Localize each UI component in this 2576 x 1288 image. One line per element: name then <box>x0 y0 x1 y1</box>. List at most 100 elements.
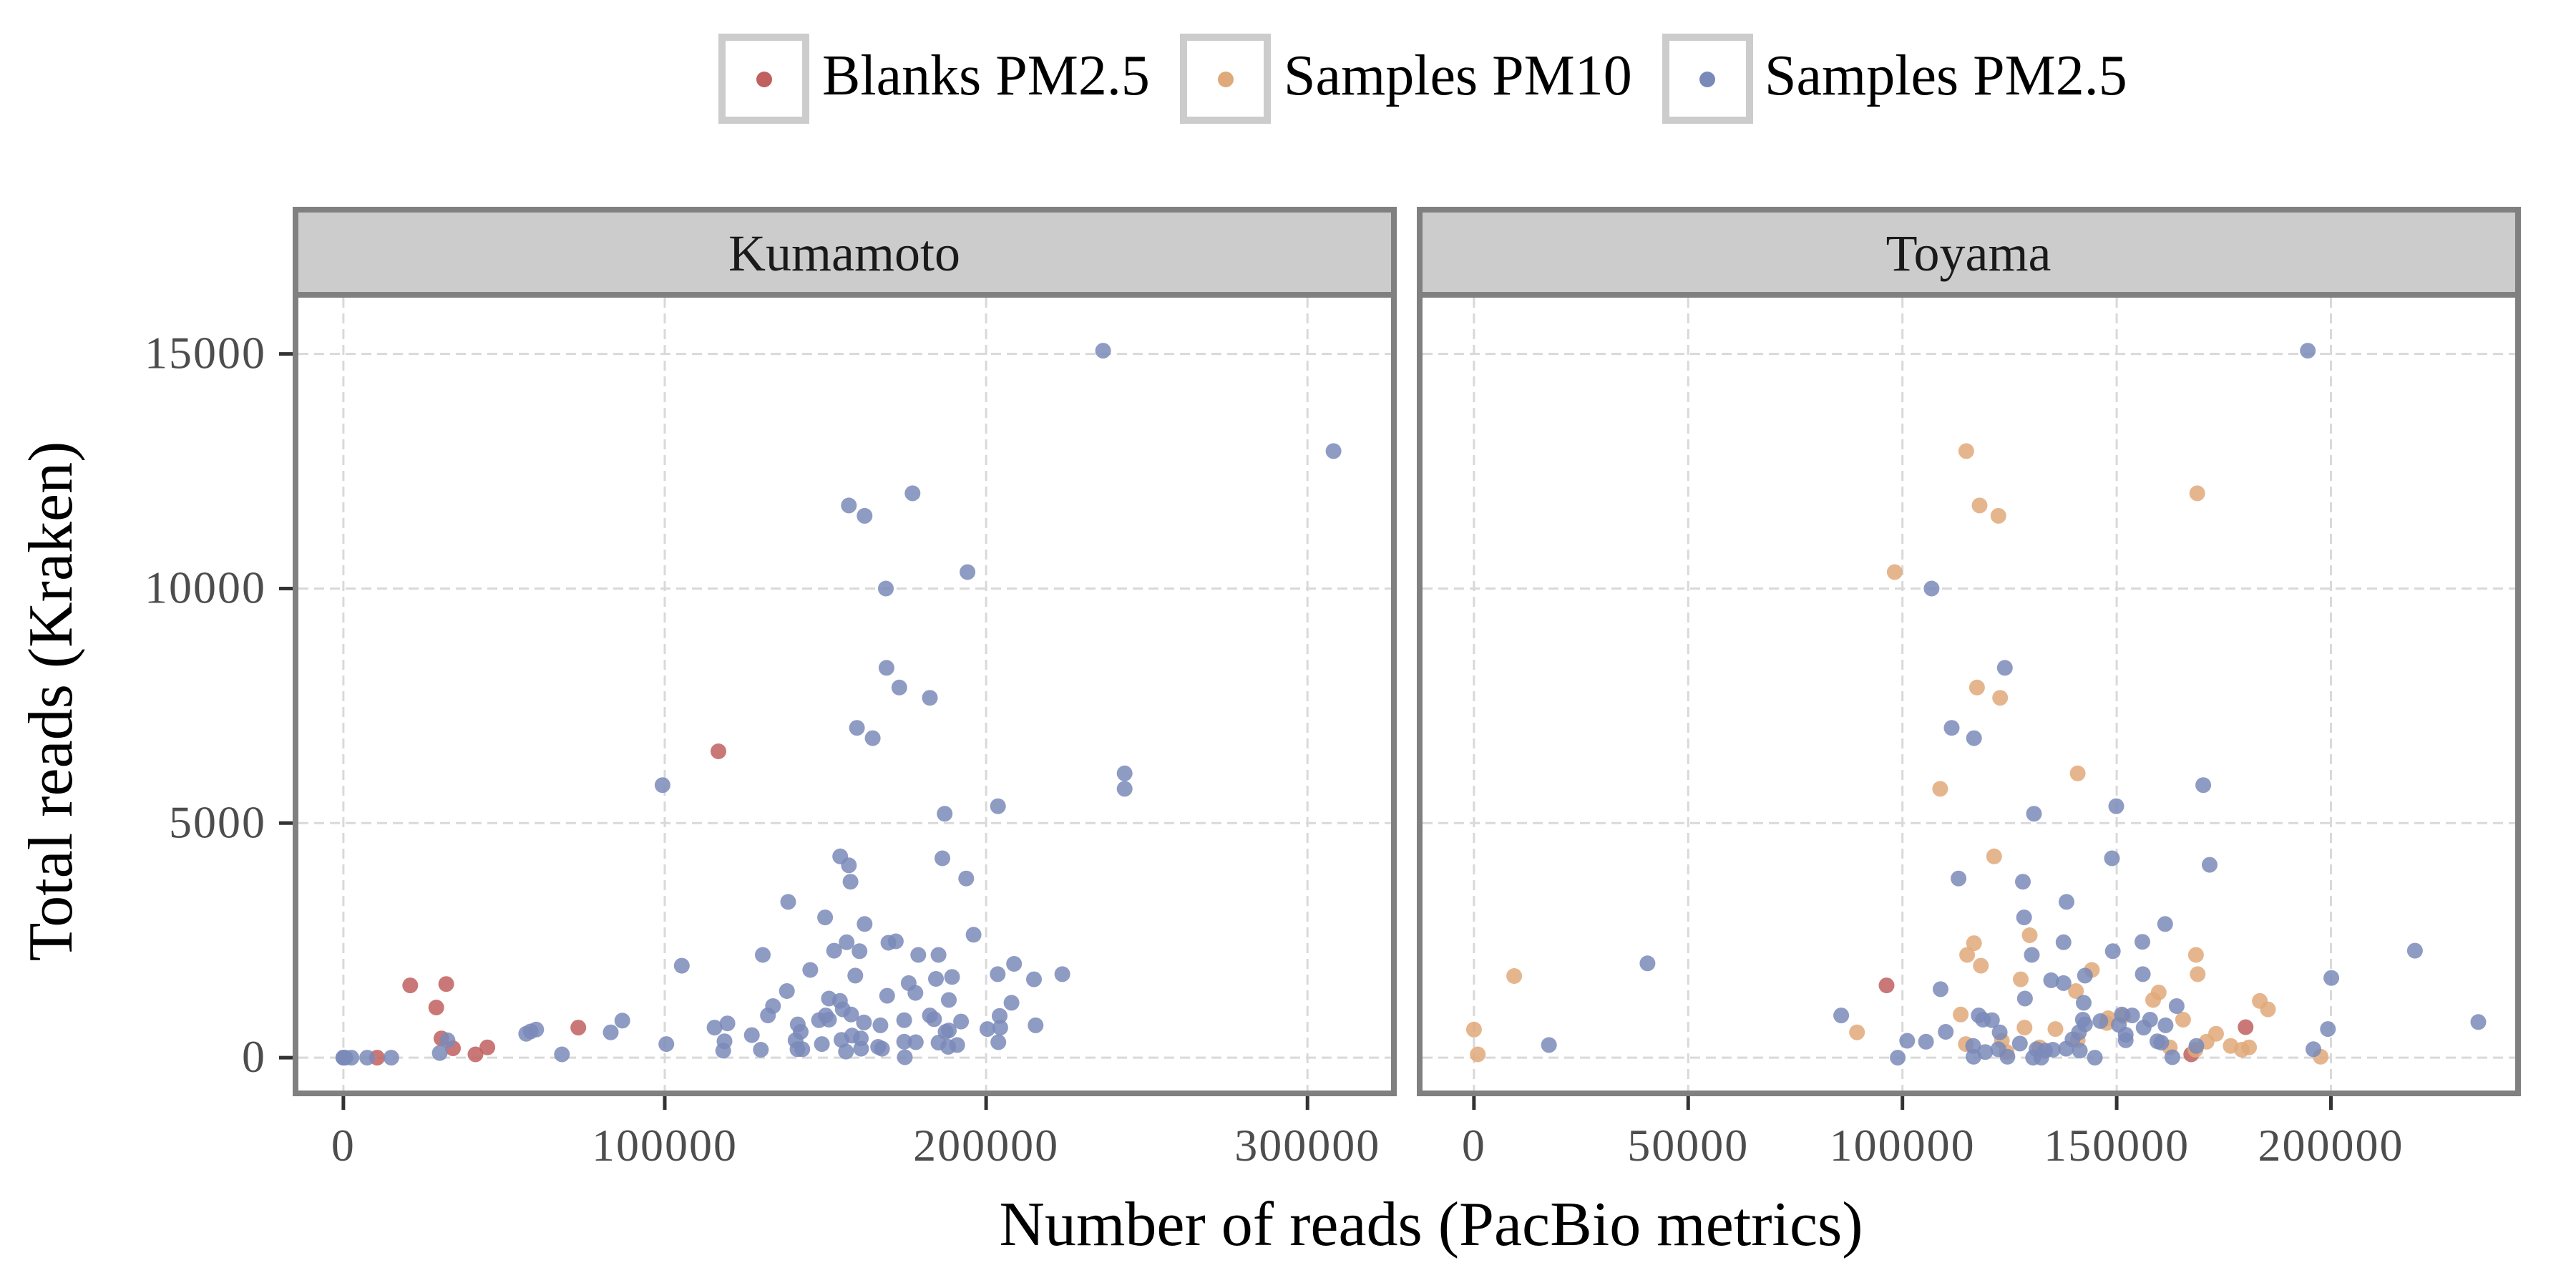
data-point-samples-pm2-5 <box>2202 857 2218 873</box>
data-point-samples-pm10 <box>2013 971 2029 987</box>
data-point-samples-pm2-5 <box>856 1014 872 1030</box>
legend-item-blanks-pm25[interactable]: Blanks PM2.5 <box>718 34 1150 124</box>
legend: Blanks PM2.5 Samples PM10 Samples PM2.5 <box>718 34 2127 124</box>
data-point-samples-pm2-5 <box>2104 850 2120 867</box>
data-point-samples-pm10 <box>1968 679 1985 696</box>
data-point-samples-pm2-5 <box>979 1021 995 1038</box>
data-point-samples-pm2-5 <box>891 679 907 696</box>
data-point-samples-pm10 <box>2069 765 2086 781</box>
data-point-samples-pm2-5 <box>431 1045 448 1061</box>
data-points <box>1465 343 2487 1066</box>
data-point-samples-pm2-5 <box>826 942 842 959</box>
data-point-samples-pm10 <box>1465 1021 1482 1038</box>
plot-border <box>1417 292 2521 1096</box>
data-point-blanks-pm2-5 <box>479 1039 496 1055</box>
data-point-samples-pm2-5 <box>1325 443 1342 459</box>
data-point-samples-pm2-5 <box>1943 720 1960 736</box>
data-point-samples-pm2-5 <box>2011 1035 2028 1052</box>
data-point-blanks-pm2-5 <box>428 1000 444 1015</box>
legend-marker-icon <box>756 72 772 87</box>
data-point-samples-pm2-5 <box>864 730 881 746</box>
data-point-samples-pm2-5 <box>879 987 895 1004</box>
data-point-blanks-pm2-5 <box>402 977 419 994</box>
data-point-samples-pm2-5 <box>439 1032 456 1048</box>
data-point-samples-pm2-5 <box>944 969 960 985</box>
legend-item-samples-pm25[interactable]: Samples PM2.5 <box>1662 34 2127 124</box>
data-point-samples-pm2-5 <box>990 798 1006 814</box>
data-point-samples-pm10 <box>2068 983 2084 999</box>
data-point-samples-pm2-5 <box>2188 1038 2205 1054</box>
data-point-samples-pm2-5 <box>716 1033 733 1050</box>
data-point-samples-pm2-5 <box>2092 1013 2109 1029</box>
data-point-samples-pm2-5 <box>383 1050 399 1066</box>
data-point-samples-pm2-5 <box>1977 1044 1994 1060</box>
data-point-samples-pm2-5 <box>1095 343 1111 359</box>
data-point-samples-pm2-5 <box>1833 1008 1850 1024</box>
data-point-samples-pm2-5 <box>1923 580 1940 597</box>
data-point-samples-pm2-5 <box>2059 894 2074 910</box>
data-point-samples-pm2-5 <box>841 497 857 514</box>
data-point-samples-pm2-5 <box>2142 1012 2158 1028</box>
data-point-samples-pm2-5 <box>878 660 894 676</box>
data-point-blanks-pm2-5 <box>2238 1019 2254 1035</box>
data-point-samples-pm10 <box>1849 1024 1865 1040</box>
data-point-samples-pm2-5 <box>910 947 927 963</box>
data-point-samples-pm10 <box>1971 497 1988 514</box>
data-point-blanks-pm2-5 <box>1878 977 1895 994</box>
data-point-samples-pm2-5 <box>2076 995 2092 1011</box>
data-point-samples-pm2-5 <box>1003 995 1020 1011</box>
data-point-samples-pm2-5 <box>2323 970 2340 986</box>
data-point-samples-pm10 <box>1932 781 1948 797</box>
facet-strip <box>1417 207 2521 298</box>
data-point-samples-pm2-5 <box>814 1036 830 1053</box>
data-point-samples-pm2-5 <box>2117 1032 2134 1048</box>
data-point-samples-pm2-5 <box>802 962 819 978</box>
data-point-samples-pm2-5 <box>2195 777 2212 794</box>
data-point-samples-pm2-5 <box>922 690 938 706</box>
data-point-samples-pm10 <box>2021 927 2038 943</box>
y-axis: 0 5000 10000 15000 <box>145 328 293 1082</box>
data-point-samples-pm2-5 <box>1116 781 1133 797</box>
data-point-samples-pm2-5 <box>2306 1041 2321 1058</box>
data-point-samples-pm2-5 <box>2077 1016 2093 1033</box>
data-point-samples-pm2-5 <box>853 1040 869 1057</box>
data-point-samples-pm2-5 <box>960 564 976 580</box>
data-point-samples-pm2-5 <box>874 1040 890 1057</box>
x-tick-label: 300000 <box>1234 1120 1380 1171</box>
data-point-samples-pm2-5 <box>896 1012 912 1028</box>
data-point-samples-pm2-5 <box>2044 1042 2061 1058</box>
data-point-samples-pm2-5 <box>658 1036 675 1053</box>
data-point-samples-pm2-5 <box>1054 966 1070 982</box>
x-axis-title: Number of reads (PacBio metrics) <box>999 1190 1863 1259</box>
data-point-samples-pm2-5 <box>719 1015 736 1032</box>
data-point-samples-pm2-5 <box>359 1050 376 1066</box>
y-tick-label: 10000 <box>145 562 266 613</box>
facet-panel-toyama: Toyama 0 50000 100000 150000 200000 <box>1417 207 2521 1171</box>
data-point-samples-pm2-5 <box>554 1046 570 1063</box>
data-point-samples-pm2-5 <box>1999 1048 2016 1065</box>
x-tick-label: 100000 <box>592 1120 738 1171</box>
data-point-samples-pm2-5 <box>930 947 947 963</box>
data-point-samples-pm10 <box>2016 1020 2033 1036</box>
y-tick-label: 0 <box>242 1031 266 1082</box>
legend-item-samples-pm10[interactable]: Samples PM10 <box>1180 34 1632 124</box>
data-point-samples-pm2-5 <box>2104 943 2121 960</box>
x-tick-label: 100000 <box>1830 1120 1976 1171</box>
x-tick-label: 200000 <box>913 1120 1059 1171</box>
data-point-samples-pm2-5 <box>1028 1017 1044 1033</box>
data-point-samples-pm2-5 <box>2072 1043 2088 1059</box>
data-point-samples-pm10 <box>1986 848 2002 864</box>
data-point-samples-pm2-5 <box>1899 1033 1916 1049</box>
data-point-samples-pm2-5 <box>1006 956 1023 972</box>
data-point-samples-pm2-5 <box>2016 990 2033 1007</box>
legend-label: Samples PM2.5 <box>1765 44 2127 107</box>
data-point-samples-pm10 <box>2241 1039 2258 1055</box>
data-point-samples-pm2-5 <box>2153 1035 2170 1051</box>
data-point-samples-pm10 <box>2260 1001 2276 1018</box>
data-point-samples-pm2-5 <box>528 1021 545 1038</box>
data-point-samples-pm10 <box>1966 935 1982 952</box>
x-tick-label: 200000 <box>2258 1120 2404 1171</box>
data-point-blanks-pm2-5 <box>438 976 454 992</box>
data-point-samples-pm2-5 <box>2135 934 2150 950</box>
